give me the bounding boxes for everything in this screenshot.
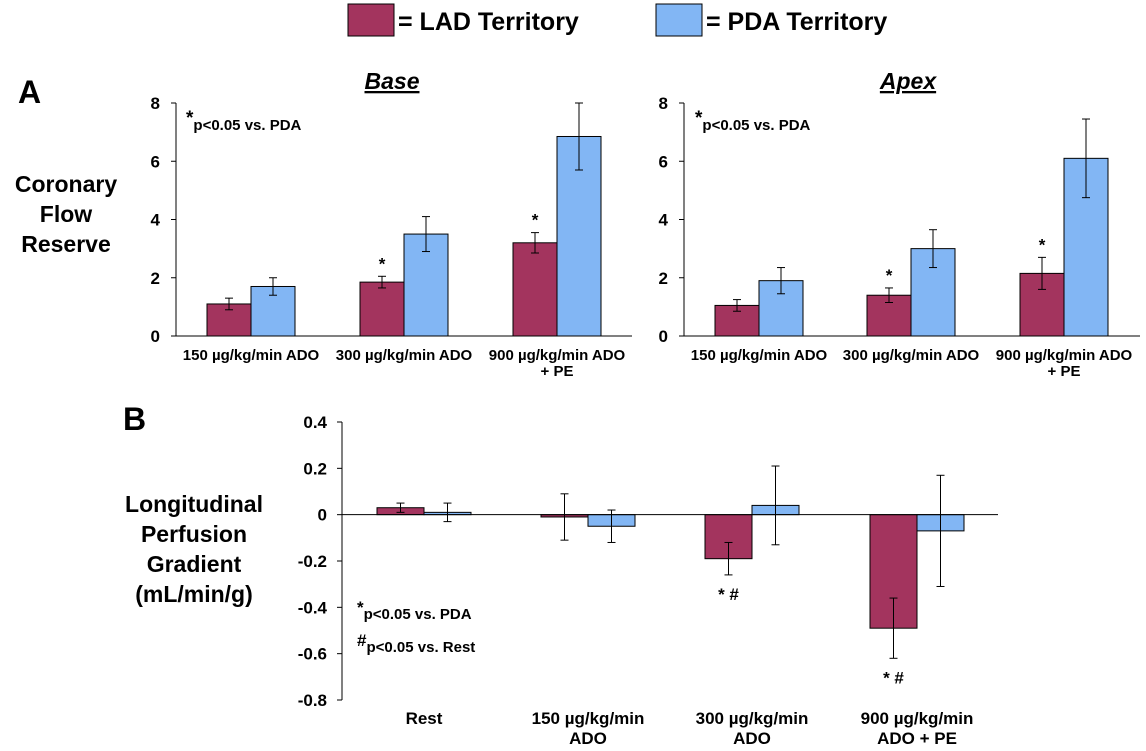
legend-label-pda: = PDA Territory	[706, 8, 887, 36]
b-category-label: ADO + PE	[877, 729, 957, 748]
b-ytick-label: -0.2	[298, 552, 327, 571]
a-apex-category-label: + PE	[1048, 363, 1081, 380]
a-base-ytick-label: 8	[151, 94, 160, 113]
a-apex-category-label: 900 µg/kg/min ADO	[996, 347, 1133, 364]
a-apex-ytick-label: 6	[659, 152, 668, 171]
a-base-ytick-label: 4	[151, 211, 161, 230]
a-base-category-label: 900 µg/kg/min ADO	[489, 347, 626, 364]
b-category-label: ADO	[569, 729, 607, 748]
b-ytick-label: 0.4	[303, 413, 327, 432]
a-base-ylabel-line: Flow	[40, 201, 92, 227]
b-ylabel-line: Longitudinal	[125, 491, 263, 517]
b-significance-mark: * #	[883, 668, 904, 687]
a-base-ytick-label: 6	[151, 152, 160, 171]
a-apex-category-label: 150 µg/kg/min ADO	[691, 347, 828, 364]
b-category-label: ADO	[733, 729, 771, 748]
a-base-significance-mark: *	[532, 211, 539, 230]
a-base-ylabel-line: Coronary	[15, 171, 117, 197]
b-category-label: 900 µg/kg/min	[861, 709, 974, 728]
a-base-significance-mark: *	[379, 254, 386, 273]
b-category-label: Rest	[406, 709, 443, 728]
b-ylabel-line: (mL/min/g)	[135, 581, 253, 607]
a-base-ytick-label: 0	[151, 327, 160, 346]
a-base-bar-lad	[512, 242, 558, 337]
a-base-category-label: + PE	[541, 363, 574, 380]
b-panel-label: B	[123, 401, 146, 437]
a-apex-significance-mark: *	[886, 266, 893, 285]
b-ylabel-line: Perfusion	[141, 521, 247, 547]
a-base-ylabel-line: Reserve	[21, 231, 111, 257]
a-apex-ytick-label: 2	[659, 269, 668, 288]
b-ytick-label: -0.6	[298, 645, 327, 664]
a-base-ytick-label: 2	[151, 269, 160, 288]
a-base-bar-lad	[359, 281, 405, 337]
a-apex-significance-mark: *	[1039, 235, 1046, 254]
a-apex-ytick-label: 0	[659, 327, 668, 346]
a-apex-title: Apex	[879, 68, 937, 94]
a-base-category-label: 300 µg/kg/min ADO	[336, 347, 473, 364]
b-category-label: 300 µg/kg/min	[696, 709, 809, 728]
legend-swatch-lad	[347, 3, 395, 37]
a-base-title: Base	[365, 68, 420, 94]
a-apex-category-label: 300 µg/kg/min ADO	[843, 347, 980, 364]
a-base-annotation: *p<0.05 vs. PDA	[186, 108, 302, 134]
a-apex-annotation: *p<0.05 vs. PDA	[695, 108, 811, 134]
b-ytick-label: -0.8	[298, 691, 327, 710]
b-ytick-label: 0.2	[303, 459, 327, 478]
b-category-label: 150 µg/kg/min	[532, 709, 645, 728]
a-apex-ytick-label: 8	[659, 94, 668, 113]
a-base-category-label: 150 µg/kg/min ADO	[183, 347, 320, 364]
b-annotation: *p<0.05 vs. PDA	[357, 598, 472, 623]
a-apex-ytick-label: 4	[659, 211, 669, 230]
b-ytick-label: -0.4	[298, 598, 328, 617]
legend-swatch-pda	[655, 3, 703, 37]
a-base-panel-label: A	[18, 74, 41, 110]
b-annotation: #p<0.05 vs. Rest	[357, 631, 475, 656]
b-significance-mark: * #	[718, 585, 739, 604]
b-ylabel-line: Gradient	[147, 551, 242, 577]
b-ytick-label: 0	[318, 506, 327, 525]
legend-label-lad: = LAD Territory	[398, 8, 579, 36]
